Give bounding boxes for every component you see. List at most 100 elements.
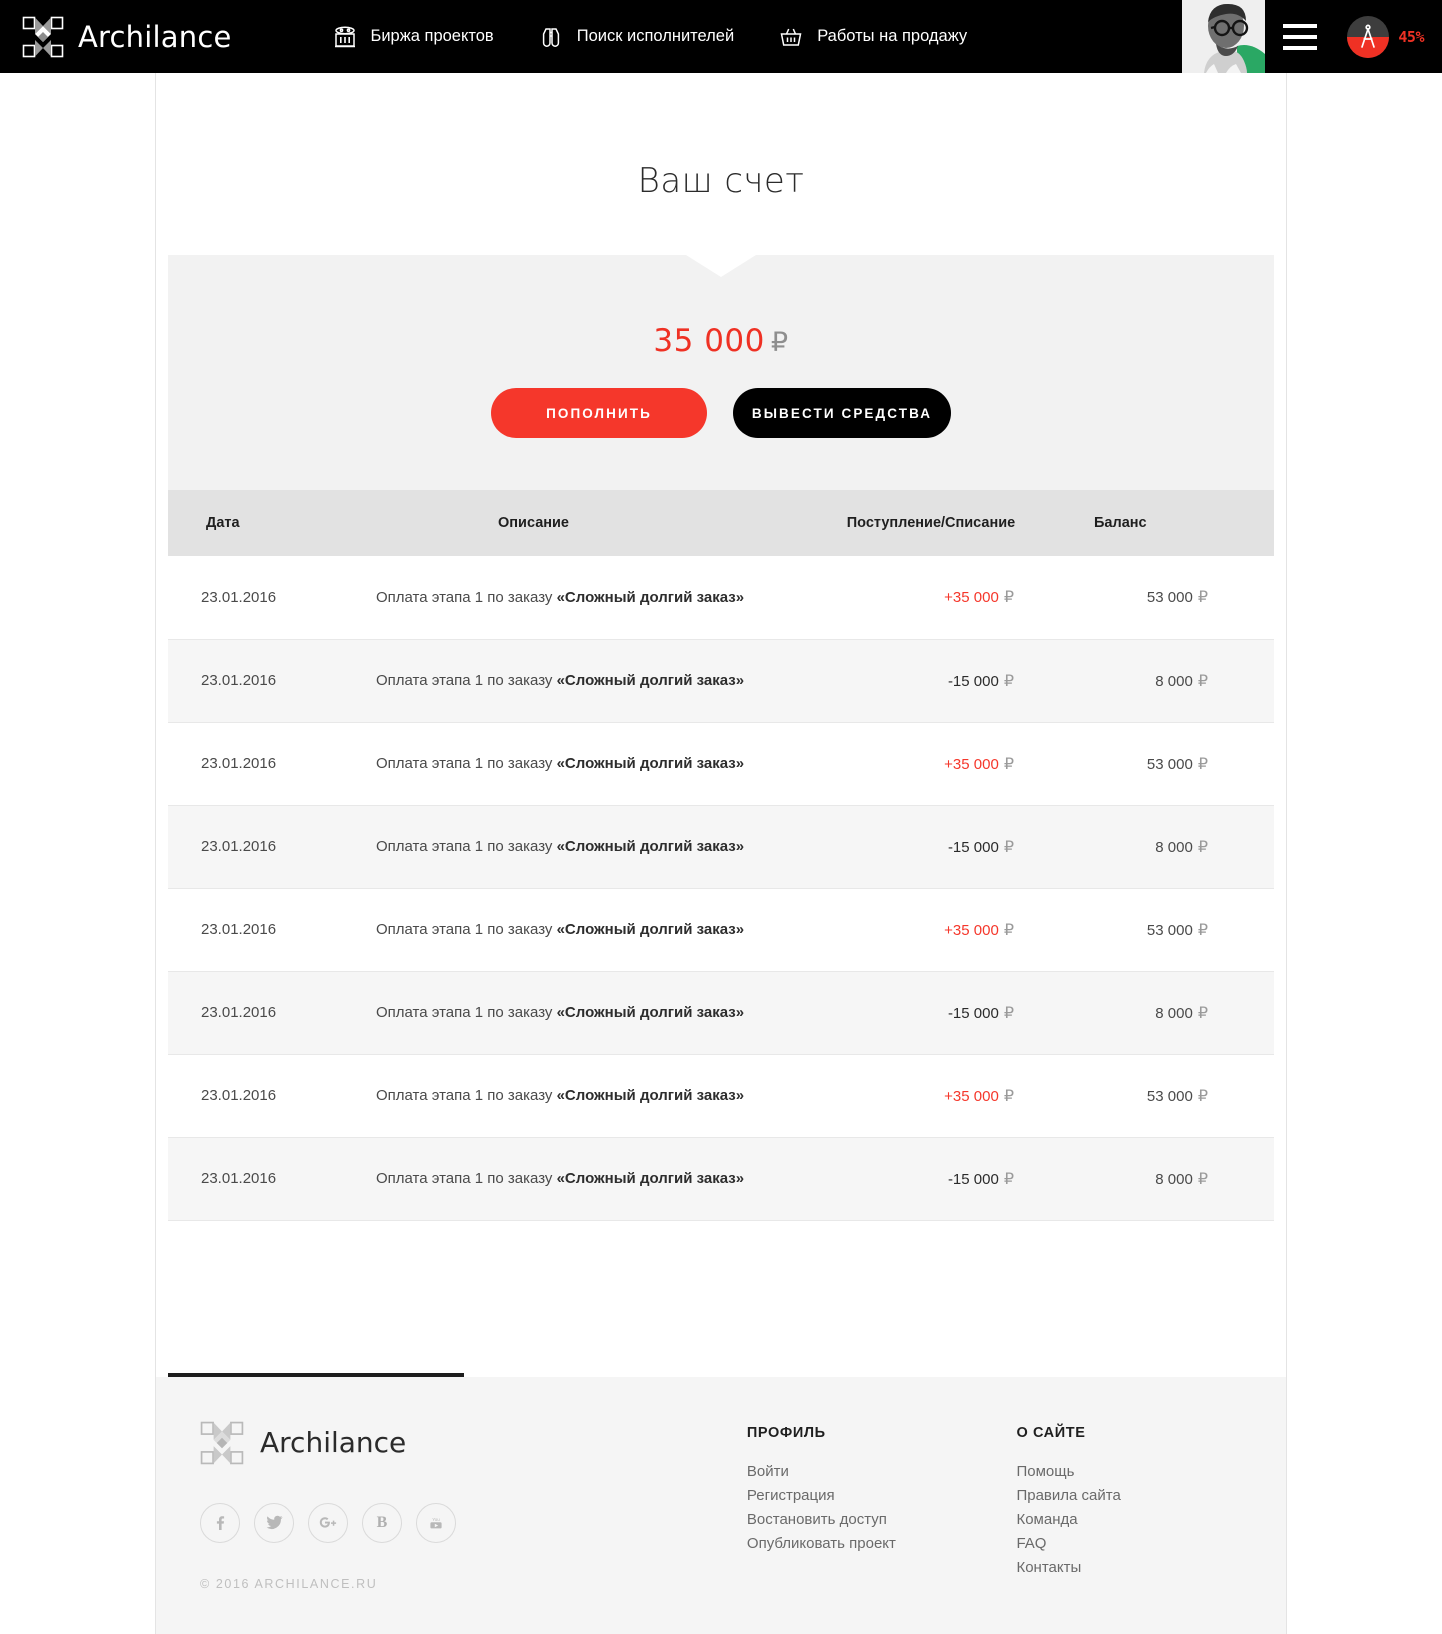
cell-description: Оплата этапа 1 по заказу «Сложный долгий… [358, 556, 788, 640]
page-title: Ваш счет [637, 161, 805, 201]
table-row[interactable]: 23.01.2016 Оплата этапа 1 по заказу «Слож… [168, 1054, 1274, 1138]
footer-divider [168, 1372, 464, 1377]
cell-description: Оплата этапа 1 по заказу «Сложный долгий… [358, 639, 788, 723]
footer-link[interactable]: Команда [1016, 1510, 1078, 1528]
svg-text:You: You [432, 1517, 440, 1522]
description-order-name: «Сложный долгий заказ» [556, 1170, 745, 1187]
footer-link[interactable]: Опубликовать проект [746, 1534, 896, 1552]
cell-balance: 53 000 ₽ [1074, 556, 1274, 640]
currency-symbol: ₽ [1197, 672, 1208, 690]
cell-amount: -15 000 ₽ [788, 971, 1074, 1055]
progress-percent-label: 45% [1398, 27, 1424, 46]
binoculars-icon [538, 25, 564, 49]
site-header: Archilance [0, 0, 1442, 73]
basket-icon [778, 25, 804, 49]
table-row[interactable]: 23.01.2016 Оплата этапа 1 по заказу «Слож… [168, 1137, 1274, 1221]
table-row[interactable]: 23.01.2016 Оплата этапа 1 по заказу «Слож… [168, 888, 1274, 972]
description-prefix: Оплата этапа 1 по заказу [376, 672, 557, 689]
footer-column-about: О САЙТЕ Помощь Правила сайта Команда FAQ Кон… [1016, 1421, 1286, 1634]
cell-amount: -15 000 ₽ [788, 639, 1074, 723]
hamburger-menu-icon[interactable] [1265, 0, 1335, 73]
table-row[interactable]: 23.01.2016 Оплата этапа 1 по заказу «Слож… [168, 722, 1274, 806]
currency-symbol: ₽ [1197, 589, 1208, 607]
profile-progress[interactable]: 45% [1347, 15, 1424, 58]
amount-value: +35 000 [944, 589, 999, 607]
cell-date: 23.01.2016 [168, 971, 358, 1055]
google-plus-icon[interactable] [308, 1502, 348, 1543]
twitter-icon[interactable] [254, 1502, 294, 1543]
header-right-cluster: 45% [1182, 0, 1442, 73]
table-row[interactable]: 23.01.2016 Оплата этапа 1 по заказу «Слож… [168, 971, 1274, 1055]
nav-item-works-for-sale[interactable]: Работы на продажу [778, 25, 967, 49]
currency-symbol: ₽ [1003, 672, 1014, 690]
site-footer: Archilance [156, 1376, 1286, 1634]
column-header-desc[interactable]: Описание [358, 490, 788, 556]
footer-brand-link[interactable]: Archilance [200, 1421, 747, 1465]
cell-date: 23.01.2016 [168, 1137, 358, 1221]
column-header-amount[interactable]: Поступление/Списание [788, 490, 1074, 556]
vk-icon[interactable]: В [362, 1502, 402, 1543]
brand-name: Archilance [78, 19, 232, 54]
currency-symbol: ₽ [1003, 1004, 1014, 1022]
withdraw-button[interactable]: ВЫВЕСТИ СРЕДСТВА [733, 388, 951, 438]
footer-link[interactable]: Регистрация [746, 1486, 835, 1504]
description-prefix: Оплата этапа 1 по заказу [376, 755, 557, 772]
cell-amount: -15 000 ₽ [788, 805, 1074, 889]
balance-currency: ₽ [770, 327, 789, 358]
footer-brand-name: Archilance [260, 1426, 407, 1459]
column-header-balance[interactable]: Баланс [1074, 490, 1274, 556]
cell-balance: 8 000 ₽ [1074, 805, 1274, 889]
page-container: Ваш счет 35 000 ₽ ПОПОЛНИТЬ ВЫВЕСТИ СРЕДС… [155, 73, 1287, 1634]
balance-value: 53 000 [1146, 921, 1193, 939]
nav-item-find-freelancers[interactable]: Поиск исполнителей [538, 25, 734, 49]
footer-link[interactable]: Контакты [1016, 1558, 1082, 1576]
table-row[interactable]: 23.01.2016 Оплата этапа 1 по заказу «Слож… [168, 556, 1274, 640]
table-row[interactable]: 23.01.2016 Оплата этапа 1 по заказу «Слож… [168, 639, 1274, 723]
table-header-row: Дата Описание Поступление/Списание Балан… [168, 490, 1274, 556]
amount-value: +35 000 [944, 755, 999, 773]
social-links: В You [200, 1502, 747, 1543]
bank-icon [332, 25, 358, 49]
currency-symbol: ₽ [1197, 1170, 1208, 1188]
balance-value: 8 000 [1155, 1170, 1193, 1188]
balance-amount-value: 35 000 [653, 323, 765, 359]
youtube-icon[interactable]: You [416, 1502, 456, 1543]
cell-amount: -15 000 ₽ [788, 1137, 1074, 1221]
balance-value: 53 000 [1146, 755, 1193, 773]
table-row[interactable]: 23.01.2016 Оплата этапа 1 по заказу «Слож… [168, 805, 1274, 889]
footer-link[interactable]: FAQ [1016, 1534, 1047, 1552]
cell-description: Оплата этапа 1 по заказу «Сложный долгий… [358, 805, 788, 889]
archilance-diamond-logo-icon [200, 1421, 244, 1465]
footer-left: Archilance [200, 1421, 747, 1634]
cell-balance: 53 000 ₽ [1074, 888, 1274, 972]
footer-link[interactable]: Войти [746, 1462, 789, 1480]
amount-value: -15 000 [947, 1170, 999, 1188]
cell-date: 23.01.2016 [168, 722, 358, 806]
description-prefix: Оплата этапа 1 по заказу [376, 588, 557, 606]
balance-value: 8 000 [1155, 838, 1193, 856]
nav-label-projects: Биржа проектов [370, 27, 494, 45]
footer-link[interactable]: Помощь [1016, 1462, 1075, 1480]
currency-symbol: ₽ [1197, 755, 1208, 773]
currency-symbol: ₽ [1003, 1087, 1014, 1105]
balance-value: 8 000 [1155, 672, 1193, 690]
currency-symbol: ₽ [1197, 921, 1208, 939]
cell-balance: 8 000 ₽ [1074, 971, 1274, 1055]
description-order-name: «Сложный долгий заказ» [556, 755, 745, 772]
brand-logo-link[interactable]: Archilance [22, 16, 232, 58]
nav-item-projects[interactable]: Биржа проектов [332, 25, 494, 49]
footer-link[interactable]: Востановить доступ [746, 1510, 887, 1528]
balance-value: 53 000 [1146, 1087, 1193, 1105]
footer-link[interactable]: Правила сайта [1016, 1486, 1121, 1504]
description-prefix: Оплата этапа 1 по заказу [376, 1004, 557, 1021]
footer-column-title: ПРОФИЛЬ [746, 1424, 826, 1441]
footer-column-profile: ПРОФИЛЬ Войти Регистрация Востановить дост… [747, 1421, 1017, 1634]
cell-date: 23.01.2016 [168, 639, 358, 723]
topup-button[interactable]: ПОПОЛНИТЬ [491, 388, 707, 438]
nav-label-works-for-sale: Работы на продажу [817, 27, 968, 45]
facebook-icon[interactable] [200, 1502, 240, 1543]
avatar[interactable] [1182, 0, 1266, 73]
column-header-date[interactable]: Дата [168, 490, 358, 556]
table-head: Дата Описание Поступление/Списание Балан… [168, 490, 1274, 556]
description-order-name: «Сложный долгий заказ» [556, 838, 745, 855]
